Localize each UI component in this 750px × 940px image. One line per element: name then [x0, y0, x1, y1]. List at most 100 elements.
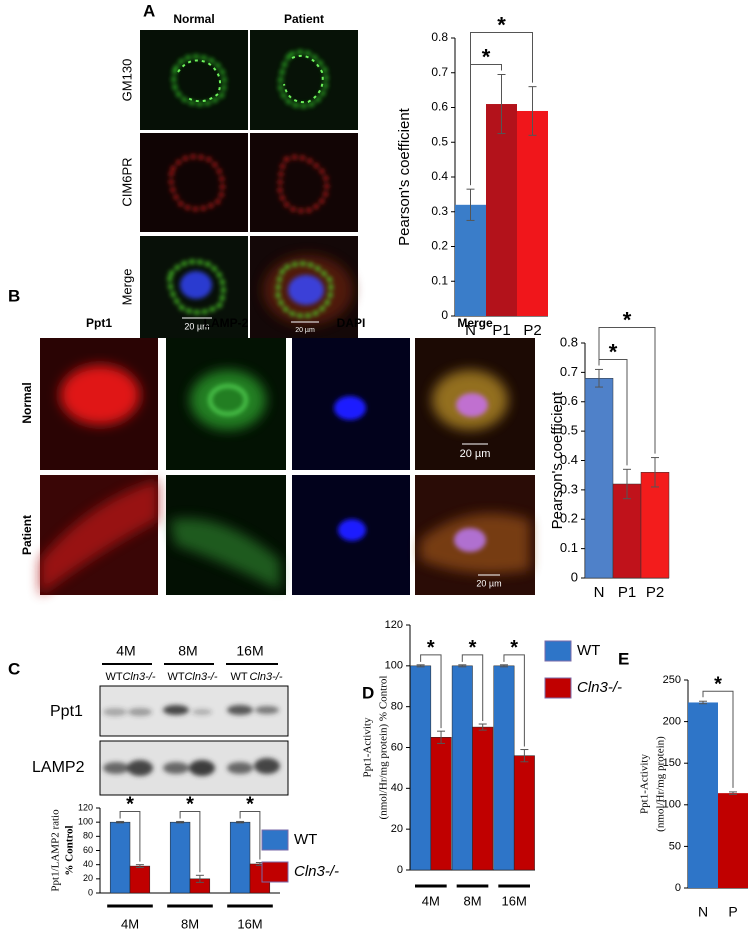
bar — [612, 483, 642, 579]
western-blot: 4M 8M 16M WT Cln3-/- WT Cln3-/- WT Cln3-… — [32, 643, 289, 796]
bar — [455, 204, 486, 316]
bar — [718, 793, 748, 888]
group-label: 8M — [178, 643, 197, 659]
y-tick-label: 0.5 — [560, 423, 578, 438]
error-bar — [437, 730, 446, 744]
error-bar — [729, 791, 737, 795]
y-tick-label: 0 — [675, 882, 681, 894]
bar — [129, 865, 151, 894]
significance-label: * — [714, 673, 722, 695]
chart: 0 20 40 60 80 100 120 Ppt1-Activity (nmol/Hr/mg … — [362, 619, 622, 909]
y-axis-label: (nmol/Hr/mg protein) % Control — [378, 676, 390, 820]
legend-swatch — [544, 640, 572, 662]
lane-label: Cln3-/- — [249, 671, 282, 683]
significance-label: * — [609, 339, 618, 364]
significance-label: * — [186, 794, 194, 816]
bar — [229, 821, 251, 894]
error-bar — [195, 874, 204, 883]
x-tick-label: P1 — [492, 322, 510, 339]
chart: 0 0.1 0.2 0.3 0.4 0.5 0.6 0.7 0.8 Pearson's coeff… — [549, 307, 670, 601]
y-tick-label: 120 — [78, 802, 93, 812]
y-axis-label: (nmol/Hr/mg protein) — [655, 736, 667, 832]
x-tick-label: 8M — [181, 916, 199, 931]
error-bar — [528, 86, 537, 136]
error-bar — [651, 457, 659, 488]
x-tick-label: 16M — [237, 916, 262, 931]
column-label: Merge — [457, 316, 493, 330]
significance-label: * — [126, 794, 134, 816]
error-bar — [497, 73, 506, 135]
y-axis-label: Ppt1-Activity — [639, 754, 651, 814]
bar — [410, 665, 432, 871]
significance-bracket — [239, 810, 261, 860]
y-tick-label: 60 — [391, 741, 403, 753]
legend-label: Cln3-/- — [294, 863, 339, 880]
bar — [472, 726, 494, 871]
x-tick-label: P — [728, 904, 737, 920]
row-label: LAMP2 — [32, 759, 85, 776]
legend-label: WT — [294, 831, 317, 848]
error-bar — [623, 468, 631, 500]
y-tick-label: 20 — [391, 823, 403, 835]
y-tick-label: 0.8 — [560, 334, 578, 349]
row-label: CIM6PR — [119, 157, 134, 206]
error-bar — [135, 864, 144, 868]
error-bar — [466, 188, 475, 221]
y-tick-label: 0.1 — [560, 540, 578, 555]
row-label: GM130 — [119, 59, 134, 102]
error-bar — [520, 749, 529, 763]
lane-label: WT — [105, 671, 122, 683]
lane-label: Cln3-/- — [184, 671, 217, 683]
y-tick-label: 0.3 — [560, 481, 578, 496]
legend-swatch — [544, 677, 572, 699]
column-label: Ppt1 — [86, 316, 112, 330]
error-bar — [499, 664, 508, 668]
legend-label: WT — [577, 642, 600, 659]
lane-label: WT — [167, 671, 184, 683]
significance-bracket — [598, 326, 656, 454]
bar — [493, 665, 515, 871]
bar — [640, 472, 670, 579]
row-label: Normal — [20, 382, 34, 423]
y-axis-label: Pearson's coefficient — [396, 107, 413, 245]
x-tick-label: 4M — [422, 893, 440, 908]
x-tick-label: N — [465, 322, 476, 339]
panel-label: D — [362, 683, 374, 702]
row-label: Ppt1 — [50, 703, 83, 720]
bar — [688, 702, 718, 888]
y-tick-label: 50 — [669, 840, 681, 852]
error-bar — [116, 820, 125, 824]
y-tick-label: 0 — [441, 308, 448, 322]
y-tick-label: 0 — [397, 864, 403, 876]
y-tick-label: 80 — [83, 831, 93, 841]
scale-bar-label: 20 µm — [184, 321, 209, 331]
bar — [430, 737, 452, 871]
significance-bracket — [461, 654, 484, 722]
legend-swatch — [261, 861, 289, 883]
x-tick-label: P1 — [618, 584, 636, 601]
significance-label: * — [469, 637, 477, 659]
legend-swatch — [261, 829, 289, 851]
y-tick-label: 0.2 — [560, 511, 578, 526]
microscopy-a: Normal Patient GM130 CIM6PR Merge — [119, 12, 358, 338]
error-bar — [595, 368, 603, 388]
legend-label: Cln3-/- — [577, 679, 622, 696]
y-tick-label: 0.4 — [431, 169, 448, 183]
scale-bar-label: 20 µm — [295, 327, 315, 334]
x-tick-label: 8M — [463, 893, 481, 908]
chart: 0 50 100 150 200 250 Ppt1-Activity (nmol/Hr/mg … — [639, 673, 748, 920]
column-label: Normal — [173, 12, 214, 26]
scale-bar-label: 20 µm — [476, 578, 501, 588]
x-tick-label: P2 — [646, 584, 664, 601]
y-tick-label: 0 — [88, 887, 93, 897]
group-label: 16M — [236, 643, 263, 659]
microscopy-b: Ppt1 LAMP-2 DAPI Merge Normal Patient 20… — [20, 316, 535, 595]
y-tick-label: 0.7 — [431, 65, 448, 79]
column-label: DAPI — [337, 316, 366, 330]
row-label: Patient — [20, 515, 34, 555]
y-tick-label: 0.1 — [431, 273, 448, 287]
y-tick-label: 40 — [83, 859, 93, 869]
significance-label: * — [246, 794, 254, 816]
significance-bracket — [179, 810, 201, 873]
